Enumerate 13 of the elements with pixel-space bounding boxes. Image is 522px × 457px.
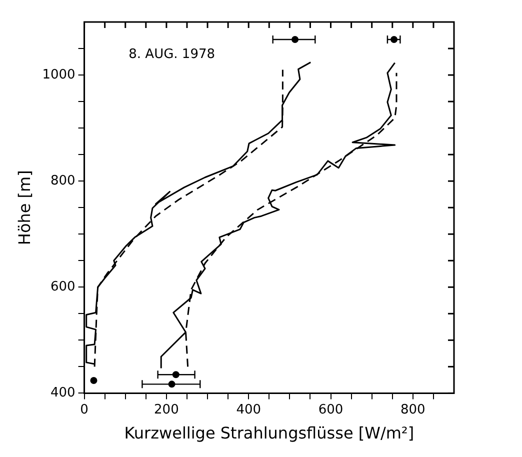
y-axis-title: Höhe [m] — [14, 170, 34, 246]
x-tick-label: 800 — [400, 402, 426, 418]
x-tick-label: 0 — [80, 402, 88, 418]
x-tick-label: 400 — [236, 402, 262, 418]
y-tick-label: 400 — [50, 386, 76, 401]
y-tick-label: 600 — [50, 280, 76, 295]
y-tick-label: 800 — [50, 173, 76, 188]
annotation: 8. AUG. 1978 — [128, 46, 216, 62]
x-tick-label: 600 — [318, 402, 344, 418]
x-axis-title: Kurzwellige Strahlungsflüsse [W/m²] — [124, 424, 414, 443]
point — [90, 376, 98, 384]
y-tick-label: 1000 — [42, 67, 76, 82]
x-tick-label: 200 — [154, 402, 179, 418]
